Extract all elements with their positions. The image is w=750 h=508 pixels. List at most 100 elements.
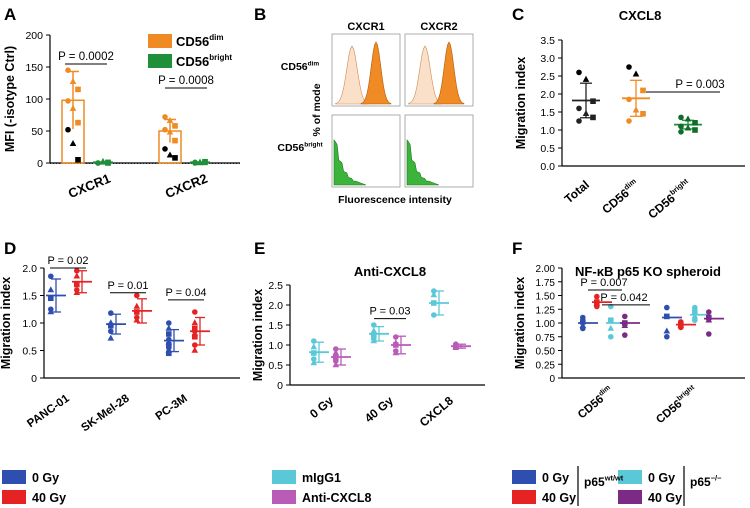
legend-swatch (2, 470, 26, 484)
panel-a-x-tick-label: CXCR2 (163, 171, 209, 201)
panel-d-point (134, 292, 140, 299)
panel-d-point (108, 328, 114, 335)
panel-b-y-axis-label: % of mode (311, 83, 323, 136)
panel-a-point (172, 123, 178, 129)
panel-b-row-label: CD56dim (281, 60, 320, 73)
panel-b-stained-histogram (406, 139, 440, 186)
panel-a-point (162, 146, 168, 152)
legend-label: 0 Gy (542, 471, 569, 485)
panel-d-point (192, 342, 198, 348)
legend-swatch (272, 490, 296, 504)
panel-c-y-tick-label: 3.5 (540, 35, 555, 47)
panel-a-y-tick-label: 100 (25, 94, 43, 106)
panel-c-point (590, 114, 596, 121)
panel-a-point (75, 86, 81, 93)
panel-e-x-tick-label: CXCL8 (417, 393, 456, 429)
panel-d-point (74, 267, 80, 274)
panel-e-point (332, 361, 340, 368)
panel-c-point (678, 114, 684, 121)
panel-b-histogram-frame (404, 33, 474, 107)
panel-e-point (311, 356, 317, 362)
panel-e-point (392, 349, 400, 356)
panel-d-y-tick-label: 2.0 (22, 263, 37, 275)
panel-d-point (165, 324, 173, 331)
panel-c-point (678, 123, 684, 130)
panel-f-point (621, 321, 629, 328)
panel-a-point (65, 67, 71, 73)
panel-a-point (75, 157, 81, 163)
panel-f-point (580, 314, 586, 321)
panel-letter-e: E (254, 239, 265, 258)
panel-b-histogram-frame (404, 114, 474, 188)
panel-e-point (311, 350, 317, 356)
panel-letter-c: C (512, 5, 524, 24)
panel-a-point (65, 98, 71, 104)
panel-a-point (69, 77, 77, 84)
panel-c-point (576, 105, 582, 112)
legend-group-label-sup: wt/wt (604, 474, 624, 483)
panel-d-point (166, 331, 172, 337)
panel-c-point (582, 110, 590, 117)
panel-c-x-tick-label: Total (562, 178, 592, 207)
legend-swatch (2, 490, 26, 504)
panel-f-point (692, 309, 698, 315)
panel-e-point (371, 332, 377, 338)
panel-b-stained-histogram (333, 139, 367, 186)
panel-d-point (166, 320, 172, 326)
panel-c-point (640, 87, 646, 94)
legend-label: Anti-CXCL8 (302, 491, 371, 505)
legend-label: 0 Gy (32, 471, 59, 485)
legend-swatch (618, 490, 642, 504)
panel-f-y-tick-label: 1.75 (536, 278, 556, 289)
legend-label: 40 Gy (542, 491, 576, 505)
panel-c-y-tick-label: 3.0 (540, 53, 555, 65)
legend-group-label-base: p65 (690, 475, 711, 489)
panel-a-legend-label-base: CD56 (176, 54, 209, 69)
panel-b-isotype-histogram (335, 45, 369, 105)
panel-f-point (663, 327, 671, 334)
panel-e-point (333, 354, 339, 360)
panel-d-point (192, 333, 198, 340)
panel-f-point (622, 332, 628, 338)
panel-e-point (370, 327, 378, 334)
panel-a-point (192, 159, 198, 166)
panel-b-stained-histogram (433, 41, 465, 105)
legend-label: 0 Gy (648, 471, 675, 485)
panel-a-y-tick-label: 150 (25, 62, 43, 74)
panel-e-point (332, 349, 340, 356)
panel-f-x-tick-label: CD56dim (575, 383, 616, 421)
panel-f-point (706, 309, 712, 315)
panel-f-point (706, 331, 712, 337)
panel-b-row-label-sup: dim (308, 60, 320, 67)
panel-a-point (75, 119, 81, 126)
legend-label: 40 Gy (648, 491, 682, 505)
panel-c-point (590, 98, 596, 104)
panel-a-legend-swatch (148, 54, 172, 68)
panel-e-y-tick-label: 0.5 (268, 360, 283, 372)
panel-f-point (580, 325, 586, 332)
panel-a-point (162, 126, 168, 133)
panel-f-y-tick-label: 1.50 (536, 292, 556, 303)
panel-b-row-label: CD56bright (277, 141, 323, 154)
panel-a-legend-label: CD56dim (176, 33, 224, 49)
panel-b-row-label-base: CD56 (281, 61, 308, 73)
panel-e-point (431, 288, 437, 294)
panel-f-y-tick-label: 0.75 (536, 333, 556, 344)
panel-d-y-tick-label: 0.5 (22, 346, 37, 358)
panel-d-point (48, 273, 54, 280)
panel-letter-f: F (512, 239, 522, 258)
panel-c-point (632, 70, 640, 77)
panel-f-point (594, 303, 600, 310)
panel-f-p-value: P = 0.007 (580, 277, 627, 289)
panel-e-point (371, 322, 377, 328)
legend-label: 40 Gy (32, 491, 66, 505)
panel-b-histogram-frame (331, 33, 401, 107)
panel-d-y-tick-label: 1.5 (22, 291, 37, 303)
panel-f-point (580, 319, 586, 325)
legend-swatch (618, 470, 642, 484)
panel-f-title: NF-κB p65 KO spheroid (575, 264, 721, 279)
panel-f-y-tick-label: 1.25 (536, 305, 556, 316)
panel-c-p-value: P = 0.003 (675, 79, 724, 91)
panel-a-point (166, 128, 174, 135)
legend-swatch (512, 470, 536, 484)
